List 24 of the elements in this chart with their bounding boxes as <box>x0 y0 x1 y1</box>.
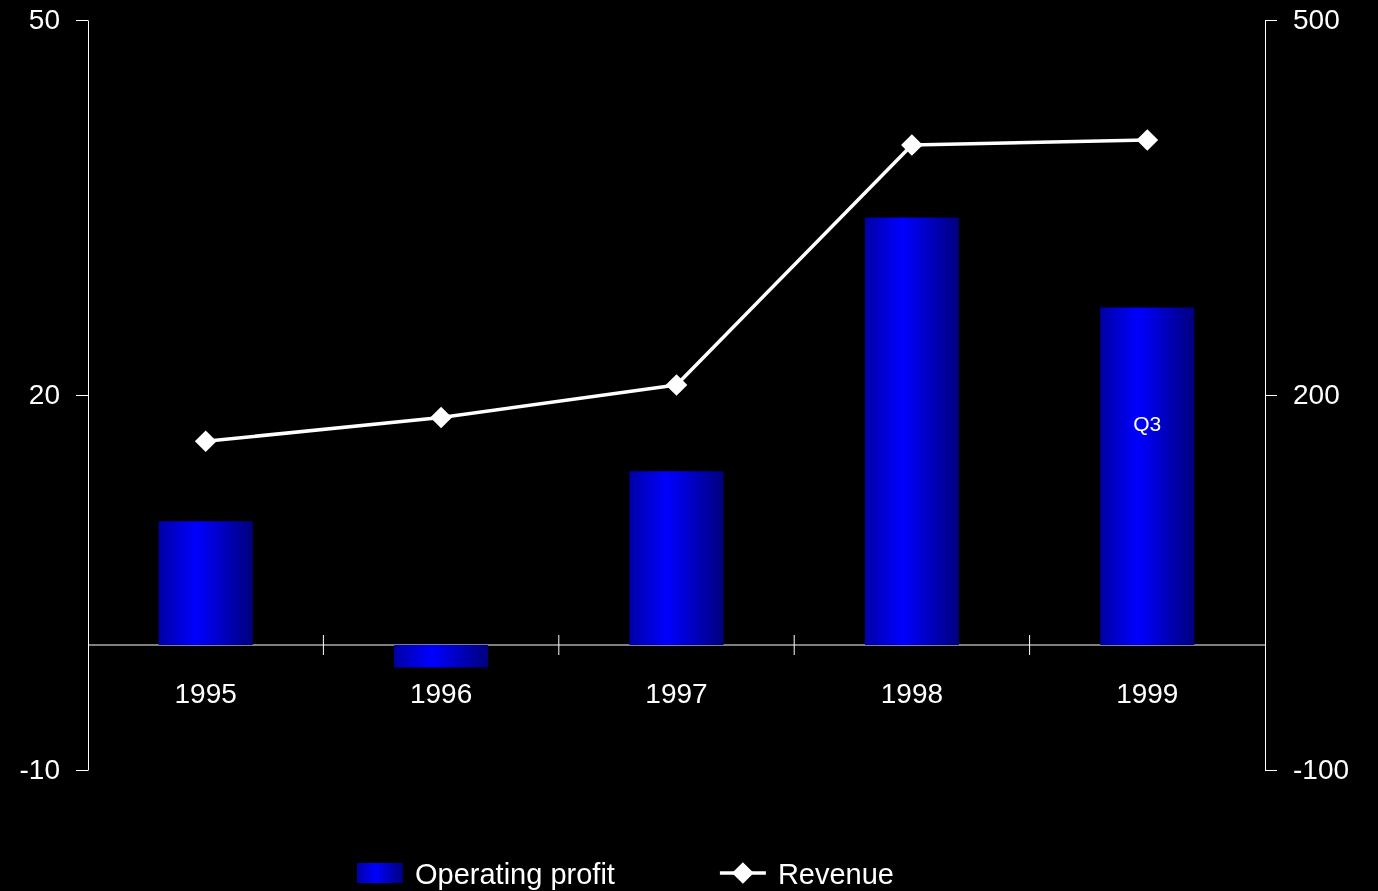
x-tick-label: 1995 <box>174 678 237 709</box>
legend-label: Operating profit <box>415 858 615 890</box>
x-tick-label: 1997 <box>645 678 708 709</box>
bar <box>394 645 489 668</box>
point <box>194 430 217 453</box>
legend-label: Revenue <box>777 858 894 890</box>
bar <box>629 471 724 645</box>
point <box>901 134 923 156</box>
bar <box>1100 307 1195 645</box>
y-tick-label: 50 <box>28 4 60 36</box>
x-tick-label: 1998 <box>880 678 944 709</box>
bar <box>158 521 253 645</box>
bar <box>864 217 959 645</box>
y2-tick-label: -100 <box>1293 754 1350 786</box>
point <box>1136 129 1159 151</box>
point <box>430 406 452 429</box>
y-tick-label: 20 <box>28 379 60 411</box>
x-tick-label: 1996 <box>409 678 473 709</box>
y2-tick-label: 200 <box>1293 379 1340 411</box>
y2-tick-label: 500 <box>1293 4 1340 36</box>
annotation: Q3 <box>1133 412 1162 436</box>
y-tick-label: -10 <box>19 754 60 786</box>
x-tick-label: 1999 <box>1116 678 1179 709</box>
point <box>665 374 688 396</box>
